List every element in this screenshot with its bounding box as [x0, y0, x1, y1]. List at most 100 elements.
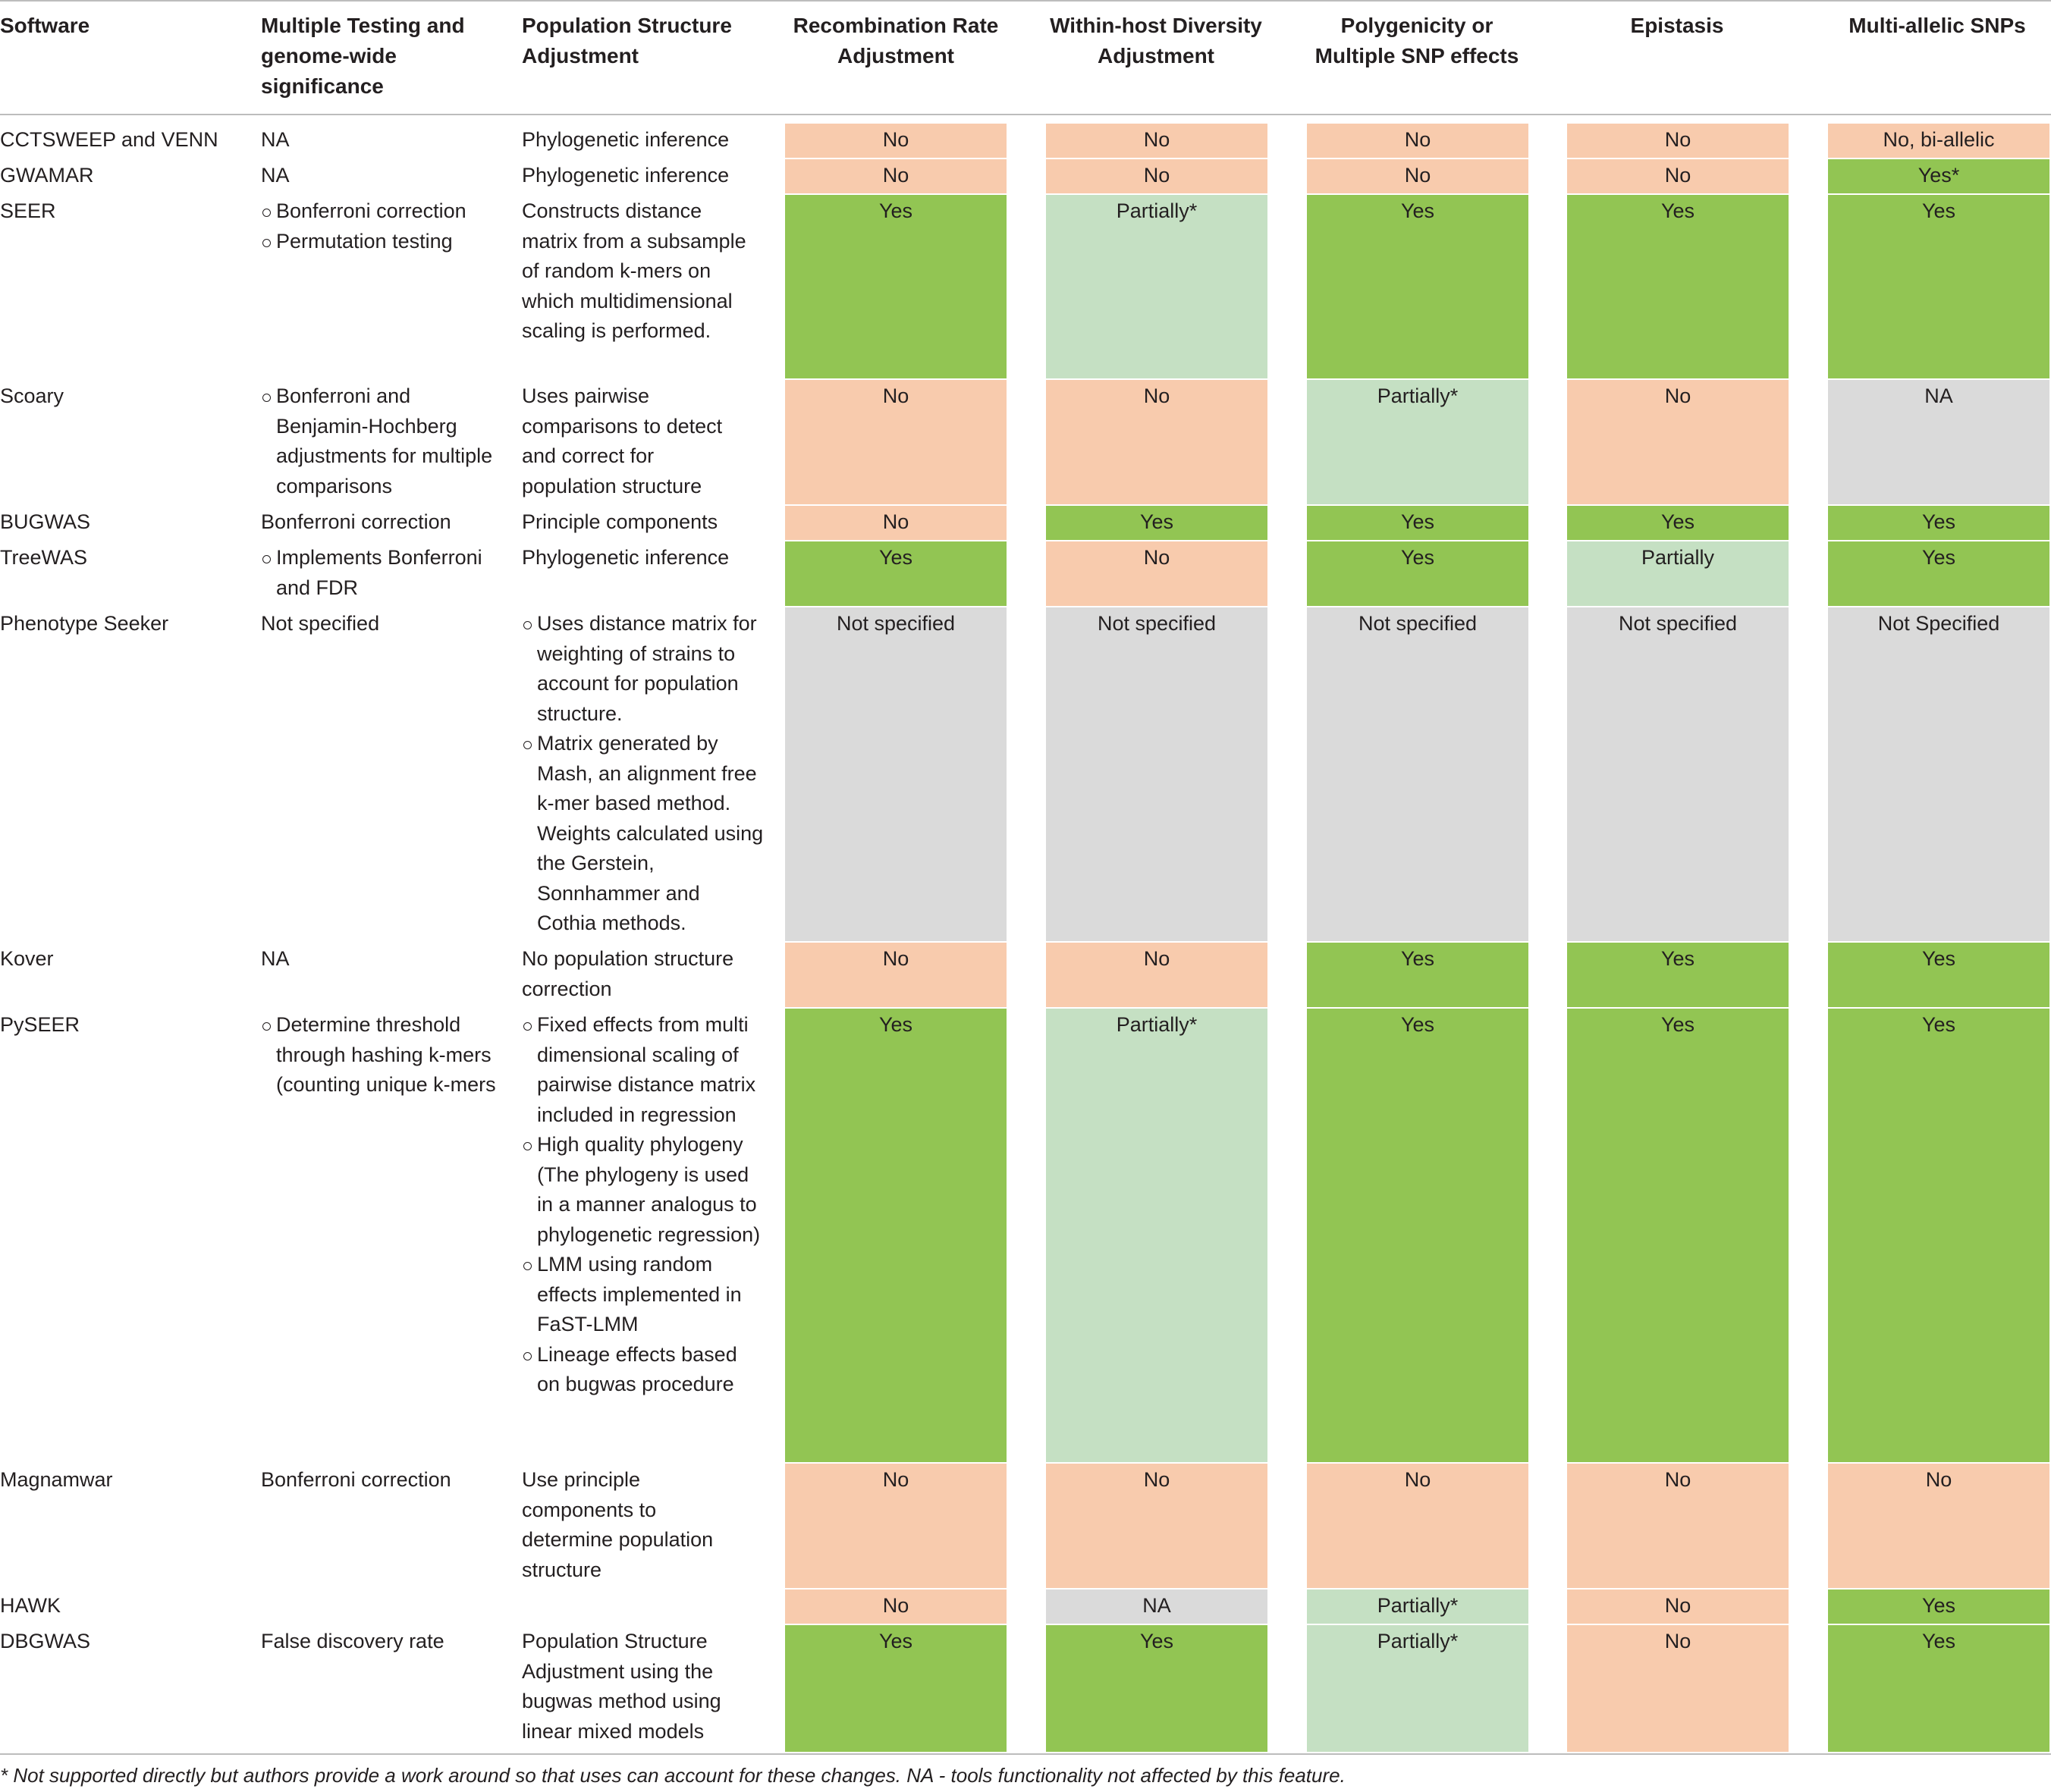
- header-recombination-rate: Recombination Rate Adjustment: [777, 11, 1014, 71]
- population-structure-text: No population structure correction: [522, 947, 734, 1000]
- multiple-testing-bullet: Bonferroni and Benjamin-Hochberg adjustm…: [261, 381, 501, 501]
- within-host-diversity-cell-gray: NA: [1046, 1590, 1267, 1624]
- software-name: SEER: [0, 199, 56, 222]
- multi-allelic-cell-yes: Yes*: [1828, 159, 2049, 193]
- polygenicity-cell-no: No: [1307, 159, 1528, 193]
- recombination-rate-cell-no: No: [785, 1590, 1007, 1624]
- multi-allelic-cell-no: No, bi-allelic: [1828, 124, 2049, 158]
- polygenicity-cell-no: No: [1307, 124, 1528, 158]
- polygenicity-cell-yes: Yes: [1307, 506, 1528, 540]
- polygenicity-cell-yes: Yes: [1307, 943, 1528, 1007]
- within-host-diversity-cell-yes: Yes: [1046, 506, 1267, 540]
- recombination-rate-cell-no: No: [785, 124, 1007, 158]
- population-structure-cell: Phylogenetic inference: [522, 543, 749, 573]
- epistasis-cell-yes: Yes: [1567, 195, 1789, 378]
- multi-allelic-cell-yes: Yes: [1828, 541, 2049, 606]
- software-name: PySEER: [0, 1013, 80, 1036]
- polygenicity-cell-yes: Yes: [1307, 541, 1528, 606]
- header-polygenicity-line-1: Polygenicity or: [1340, 14, 1493, 37]
- epistasis-cell-no: No: [1567, 1464, 1789, 1588]
- population-structure-text: Population Structure Adjustment using th…: [522, 1630, 721, 1743]
- header-epistasis: Epistasis: [1559, 11, 1795, 41]
- multiple-testing-text: NA: [261, 164, 290, 187]
- population-structure-bullet: High quality phylogeny (The phylogeny is…: [522, 1130, 765, 1250]
- multi-allelic-cell-yes: Yes: [1828, 1009, 2049, 1462]
- multiple-testing-text: NA: [261, 128, 290, 151]
- header-multiple-testing-line-2: genome-wide: [261, 44, 397, 67]
- within-host-diversity-cell-no: No: [1046, 124, 1267, 158]
- within-host-diversity-cell-no: No: [1046, 380, 1267, 504]
- polygenicity-cell-par: Partially*: [1307, 1590, 1528, 1624]
- population-structure-text: Principle components: [522, 510, 718, 533]
- header-multi-allelic-line: Multi-allelic SNPs: [1848, 14, 2026, 37]
- header-recombination-rate-line-1: Recombination Rate: [793, 14, 999, 37]
- population-structure-cell: Population Structure Adjustment using th…: [522, 1627, 749, 1746]
- multiple-testing-cell: Not specified: [261, 609, 501, 639]
- multiple-testing-cell: False discovery rate: [261, 1627, 501, 1657]
- polygenicity-cell-par: Partially*: [1307, 1625, 1528, 1752]
- multiple-testing-cell: NA: [261, 125, 501, 155]
- multiple-testing-bullet: Implements Bonferroni and FDR: [261, 543, 501, 603]
- multi-allelic-cell-yes: Yes: [1828, 1625, 2049, 1752]
- population-structure-cell: Phylogenetic inference: [522, 161, 749, 191]
- epistasis-cell-yes: Yes: [1567, 1009, 1789, 1462]
- multiple-testing-text: Not specified: [261, 612, 380, 635]
- recombination-rate-cell-yes: Yes: [785, 541, 1007, 606]
- recombination-rate-cell-yes: Yes: [785, 1625, 1007, 1752]
- population-structure-text: Phylogenetic inference: [522, 128, 730, 151]
- multiple-testing-bullet: Bonferroni correction: [261, 196, 501, 227]
- header-population-structure-line-1: Population Structure: [522, 14, 732, 37]
- software-name: DBGWAS: [0, 1630, 91, 1652]
- population-structure-text: Uses pairwise comparisons to detect and …: [522, 384, 723, 497]
- multiple-testing-text: Bonferroni correction: [261, 510, 451, 533]
- population-structure-cell: Principle components: [522, 507, 749, 538]
- recombination-rate-cell-no: No: [785, 506, 1007, 540]
- multiple-testing-cell: Bonferroni and Benjamin-Hochberg adjustm…: [261, 381, 501, 501]
- population-structure-cell: Fixed effects from multi dimensional sca…: [522, 1010, 765, 1400]
- recombination-rate-cell-no: No: [785, 380, 1007, 504]
- population-structure-text: Use principle components to determine po…: [522, 1468, 714, 1581]
- polygenicity-cell-yes: Yes: [1307, 1009, 1528, 1462]
- population-structure-cell: Use principle components to determine po…: [522, 1465, 749, 1585]
- header-within-host-diversity-line-1: Within-host Diversity: [1050, 14, 1262, 37]
- population-structure-text: Phylogenetic inference: [522, 546, 730, 569]
- within-host-diversity-cell-no: No: [1046, 943, 1267, 1007]
- recombination-rate-cell-no: No: [785, 943, 1007, 1007]
- recombination-rate-cell-yes: Yes: [785, 1009, 1007, 1462]
- header-multiple-testing-line-1: Multiple Testing and: [261, 14, 465, 37]
- epistasis-cell-no: No: [1567, 1625, 1789, 1752]
- epistasis-cell-no: No: [1567, 124, 1789, 158]
- recombination-rate-cell-yes: Yes: [785, 195, 1007, 378]
- epistasis-cell-yes: Yes: [1567, 943, 1789, 1007]
- header-within-host-diversity-line-2: Adjustment: [1098, 44, 1214, 67]
- within-host-diversity-cell-par: Partially*: [1046, 1009, 1267, 1462]
- epistasis-cell-no: No: [1567, 159, 1789, 193]
- within-host-diversity-cell-no: No: [1046, 1464, 1267, 1588]
- multiple-testing-text: False discovery rate: [261, 1630, 444, 1652]
- population-structure-bullet: Matrix generated by Mash, an alignment f…: [522, 729, 765, 939]
- multiple-testing-text: NA: [261, 947, 290, 970]
- population-structure-bullet: Lineage effects based on bugwas procedur…: [522, 1340, 765, 1400]
- software-name: GWAMAR: [0, 164, 94, 187]
- header-polygenicity: Polygenicity or Multiple SNP effects: [1299, 11, 1535, 71]
- multi-allelic-cell-gray: NA: [1828, 380, 2049, 504]
- table-footnote: * Not supported directly but authors pro…: [0, 1764, 1346, 1787]
- header-population-structure: Population Structure Adjustment: [522, 11, 765, 71]
- population-structure-cell: No population structure correction: [522, 944, 749, 1004]
- multi-allelic-cell-gray: Not Specified: [1828, 607, 2049, 941]
- polygenicity-cell-par: Partially*: [1307, 380, 1528, 504]
- population-structure-text: Constructs distance matrix from a subsam…: [522, 199, 746, 342]
- multi-allelic-cell-yes: Yes: [1828, 506, 2049, 540]
- table-bottom-rule: [0, 1753, 2051, 1755]
- recombination-rate-cell-no: No: [785, 159, 1007, 193]
- epistasis-cell-yes: Yes: [1567, 506, 1789, 540]
- multi-allelic-cell-yes: Yes: [1828, 195, 2049, 378]
- header-multiple-testing-line-3: significance: [261, 74, 384, 98]
- multiple-testing-bullet: Determine threshold through hashing k-me…: [261, 1010, 501, 1100]
- software-name: Kover: [0, 947, 54, 970]
- multiple-testing-cell: Implements Bonferroni and FDR: [261, 543, 501, 603]
- within-host-diversity-cell-no: No: [1046, 159, 1267, 193]
- within-host-diversity-cell-par: Partially*: [1046, 195, 1267, 378]
- table-top-rule: [0, 0, 2051, 2]
